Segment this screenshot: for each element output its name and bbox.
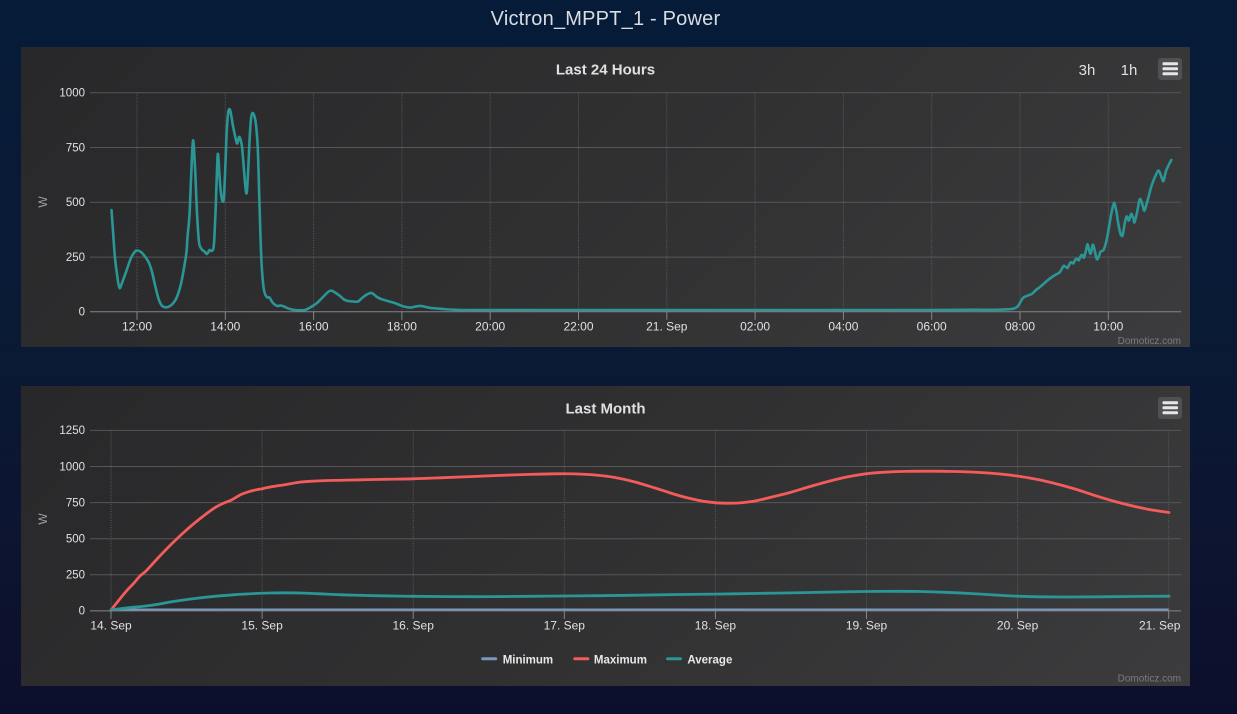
- svg-text:20:00: 20:00: [475, 320, 505, 334]
- svg-text:Last 24 Hours: Last 24 Hours: [556, 62, 655, 79]
- svg-text:Minimum: Minimum: [503, 655, 553, 667]
- svg-text:W: W: [36, 513, 50, 525]
- svg-text:750: 750: [66, 142, 85, 154]
- svg-text:12:00: 12:00: [122, 320, 152, 334]
- svg-text:0: 0: [79, 307, 85, 319]
- svg-text:21. Sep: 21. Sep: [1139, 619, 1181, 633]
- svg-text:500: 500: [66, 197, 85, 209]
- svg-text:0: 0: [79, 606, 85, 618]
- svg-text:Domoticz.com: Domoticz.com: [1118, 336, 1181, 347]
- svg-text:Maximum: Maximum: [594, 655, 647, 667]
- svg-text:04:00: 04:00: [828, 320, 858, 334]
- svg-text:1250: 1250: [59, 425, 85, 437]
- svg-text:14:00: 14:00: [210, 320, 240, 334]
- svg-text:20. Sep: 20. Sep: [997, 619, 1039, 633]
- svg-text:16. Sep: 16. Sep: [393, 619, 435, 633]
- svg-text:10:00: 10:00: [1093, 320, 1123, 334]
- svg-text:Domoticz.com: Domoticz.com: [1118, 673, 1181, 684]
- svg-text:17. Sep: 17. Sep: [544, 619, 586, 633]
- svg-text:Last Month: Last Month: [566, 401, 646, 418]
- svg-text:W: W: [36, 196, 50, 208]
- svg-text:250: 250: [66, 252, 85, 264]
- svg-text:1000: 1000: [59, 88, 85, 100]
- svg-text:500: 500: [66, 534, 85, 546]
- svg-text:Average: Average: [687, 655, 732, 667]
- svg-text:1000: 1000: [59, 461, 85, 473]
- svg-text:21. Sep: 21. Sep: [646, 320, 688, 334]
- svg-text:22:00: 22:00: [563, 320, 593, 334]
- svg-text:15. Sep: 15. Sep: [241, 619, 283, 633]
- svg-text:750: 750: [66, 497, 85, 509]
- svg-text:06:00: 06:00: [917, 320, 947, 334]
- svg-text:14. Sep: 14. Sep: [90, 619, 132, 633]
- svg-text:1h: 1h: [1121, 62, 1138, 79]
- svg-text:18. Sep: 18. Sep: [695, 619, 737, 633]
- svg-text:16:00: 16:00: [299, 320, 329, 334]
- svg-text:08:00: 08:00: [1005, 320, 1035, 334]
- svg-text:02:00: 02:00: [740, 320, 770, 334]
- svg-text:18:00: 18:00: [387, 320, 417, 334]
- svg-text:19. Sep: 19. Sep: [846, 619, 888, 633]
- svg-text:250: 250: [66, 570, 85, 582]
- svg-text:3h: 3h: [1079, 62, 1096, 79]
